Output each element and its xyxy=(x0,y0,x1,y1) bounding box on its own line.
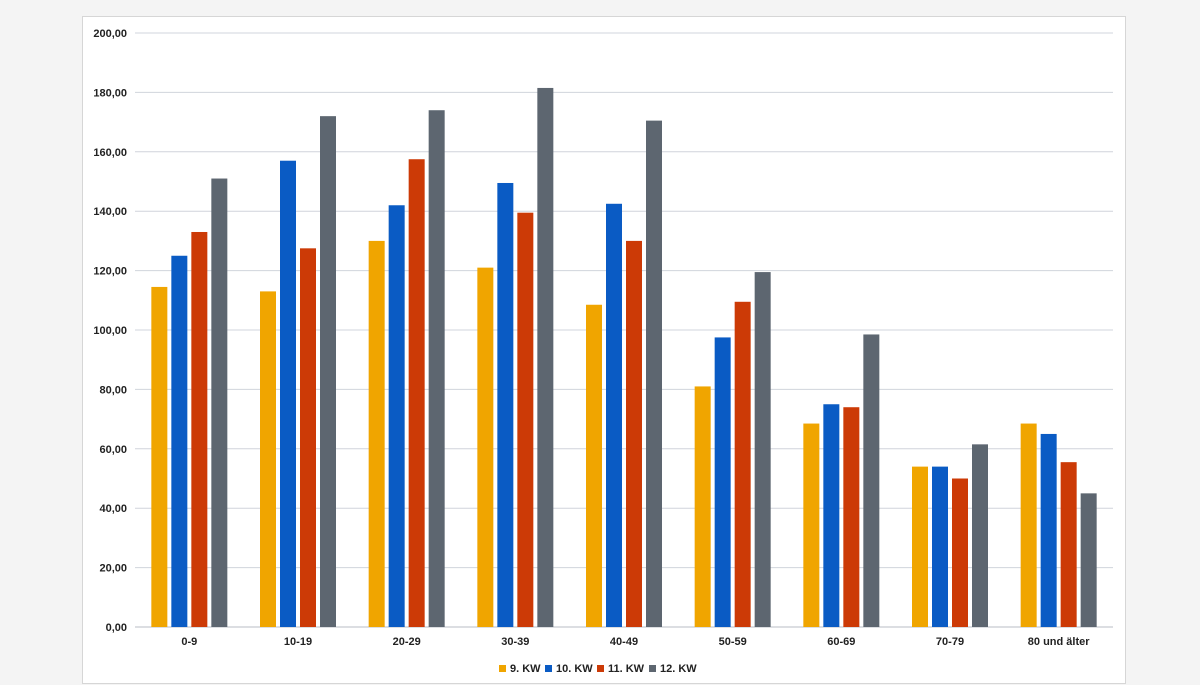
bar-11kw-40-49 xyxy=(626,240,642,627)
bar-9kw-20-29 xyxy=(368,240,385,627)
y-axis-tick-labels: 0,00 20,00 40,00 60,00 80,00 100,00 120,00 140,… xyxy=(93,28,127,634)
bar-9kw-60-69 xyxy=(803,423,820,627)
x-category-label: 30-39 xyxy=(501,636,529,648)
legend-swatch xyxy=(597,665,604,672)
bar-chart: 0,00 20,00 40,00 60,00 80,00 100,00 120,00 140,… xyxy=(93,28,1113,675)
bar-9kw-50-59 xyxy=(694,386,711,627)
bar-10kw-30-39 xyxy=(497,182,514,628)
bar-11kw-60-69 xyxy=(843,407,860,627)
chart-frame: 0,00 20,00 40,00 60,00 80,00 100,00 120,00 140,… xyxy=(82,16,1126,684)
x-category-label: 50-59 xyxy=(719,636,747,648)
bar-11kw-50-59 xyxy=(734,301,751,627)
grid-layer xyxy=(135,32,1113,628)
x-category-label: 70-79 xyxy=(936,636,964,648)
y-tick-label: 180,00 xyxy=(93,87,127,99)
bar-11kw-70-79 xyxy=(952,478,968,627)
legend-swatch xyxy=(499,665,506,672)
bar-12kw-70-79 xyxy=(972,444,988,627)
legend: 9. KW 10. KW 11. KW 12. KW xyxy=(499,663,697,675)
bar-9kw-40-49 xyxy=(586,304,602,627)
bar-9kw-70-79 xyxy=(912,466,928,627)
bar-12kw-60-69 xyxy=(863,334,880,627)
bar-9kw-10-19 xyxy=(260,291,276,627)
legend-label: 9. KW xyxy=(510,663,541,675)
bar-10kw-80-und-lter xyxy=(1040,433,1057,627)
bar-9kw-30-39 xyxy=(477,267,494,627)
bar-10kw-40-49 xyxy=(606,203,622,627)
bar-12kw-50-59 xyxy=(754,272,771,627)
bar-10kw-10-19 xyxy=(280,160,296,627)
legend-swatch xyxy=(649,665,656,672)
bars-layer xyxy=(151,87,1097,628)
y-tick-label: 140,00 xyxy=(93,206,127,218)
bar-9kw-0-9 xyxy=(151,286,168,627)
x-category-label: 40-49 xyxy=(610,636,638,648)
legend-label: 10. KW xyxy=(556,663,593,675)
bar-12kw-20-29 xyxy=(428,110,445,628)
x-category-label: 0-9 xyxy=(181,636,197,648)
bar-11kw-0-9 xyxy=(191,231,208,628)
y-tick-label: 80,00 xyxy=(99,384,127,396)
bar-12kw-10-19 xyxy=(320,116,336,627)
x-category-label: 60-69 xyxy=(827,636,855,648)
bar-11kw-30-39 xyxy=(517,212,534,627)
y-tick-label: 20,00 xyxy=(99,563,127,575)
x-category-label: 10-19 xyxy=(284,636,312,648)
y-tick-label: 60,00 xyxy=(99,444,127,456)
bar-10kw-0-9 xyxy=(171,255,188,627)
legend-label: 12. KW xyxy=(660,663,697,675)
bar-10kw-50-59 xyxy=(714,337,731,627)
bar-11kw-20-29 xyxy=(408,159,425,627)
bar-12kw-0-9 xyxy=(211,178,228,627)
y-tick-label: 40,00 xyxy=(99,503,127,515)
y-tick-label: 100,00 xyxy=(93,325,127,337)
bar-12kw-80-und-lter xyxy=(1080,493,1097,627)
bar-9kw-80-und-lter xyxy=(1020,423,1037,627)
y-tick-label: 0,00 xyxy=(106,622,127,634)
bar-10kw-60-69 xyxy=(823,404,840,627)
legend-label: 11. KW xyxy=(608,663,645,675)
x-category-label: 80 und älter xyxy=(1028,636,1090,648)
bar-11kw-80-und-lter xyxy=(1060,462,1077,627)
bar-10kw-70-79 xyxy=(932,466,948,627)
bar-12kw-30-39 xyxy=(537,87,554,627)
x-axis-category-labels: 0-9 10-19 20-29 30-39 40-49 50-59 60-69 70-79 80… xyxy=(181,636,1090,648)
legend-swatch xyxy=(545,665,552,672)
x-category-label: 20-29 xyxy=(393,636,421,648)
y-tick-label: 200,00 xyxy=(93,28,127,40)
bar-11kw-10-19 xyxy=(300,248,316,627)
y-tick-label: 120,00 xyxy=(93,266,127,278)
bar-10kw-20-29 xyxy=(388,205,405,627)
bar-12kw-40-49 xyxy=(646,120,662,628)
y-tick-label: 160,00 xyxy=(93,147,127,159)
